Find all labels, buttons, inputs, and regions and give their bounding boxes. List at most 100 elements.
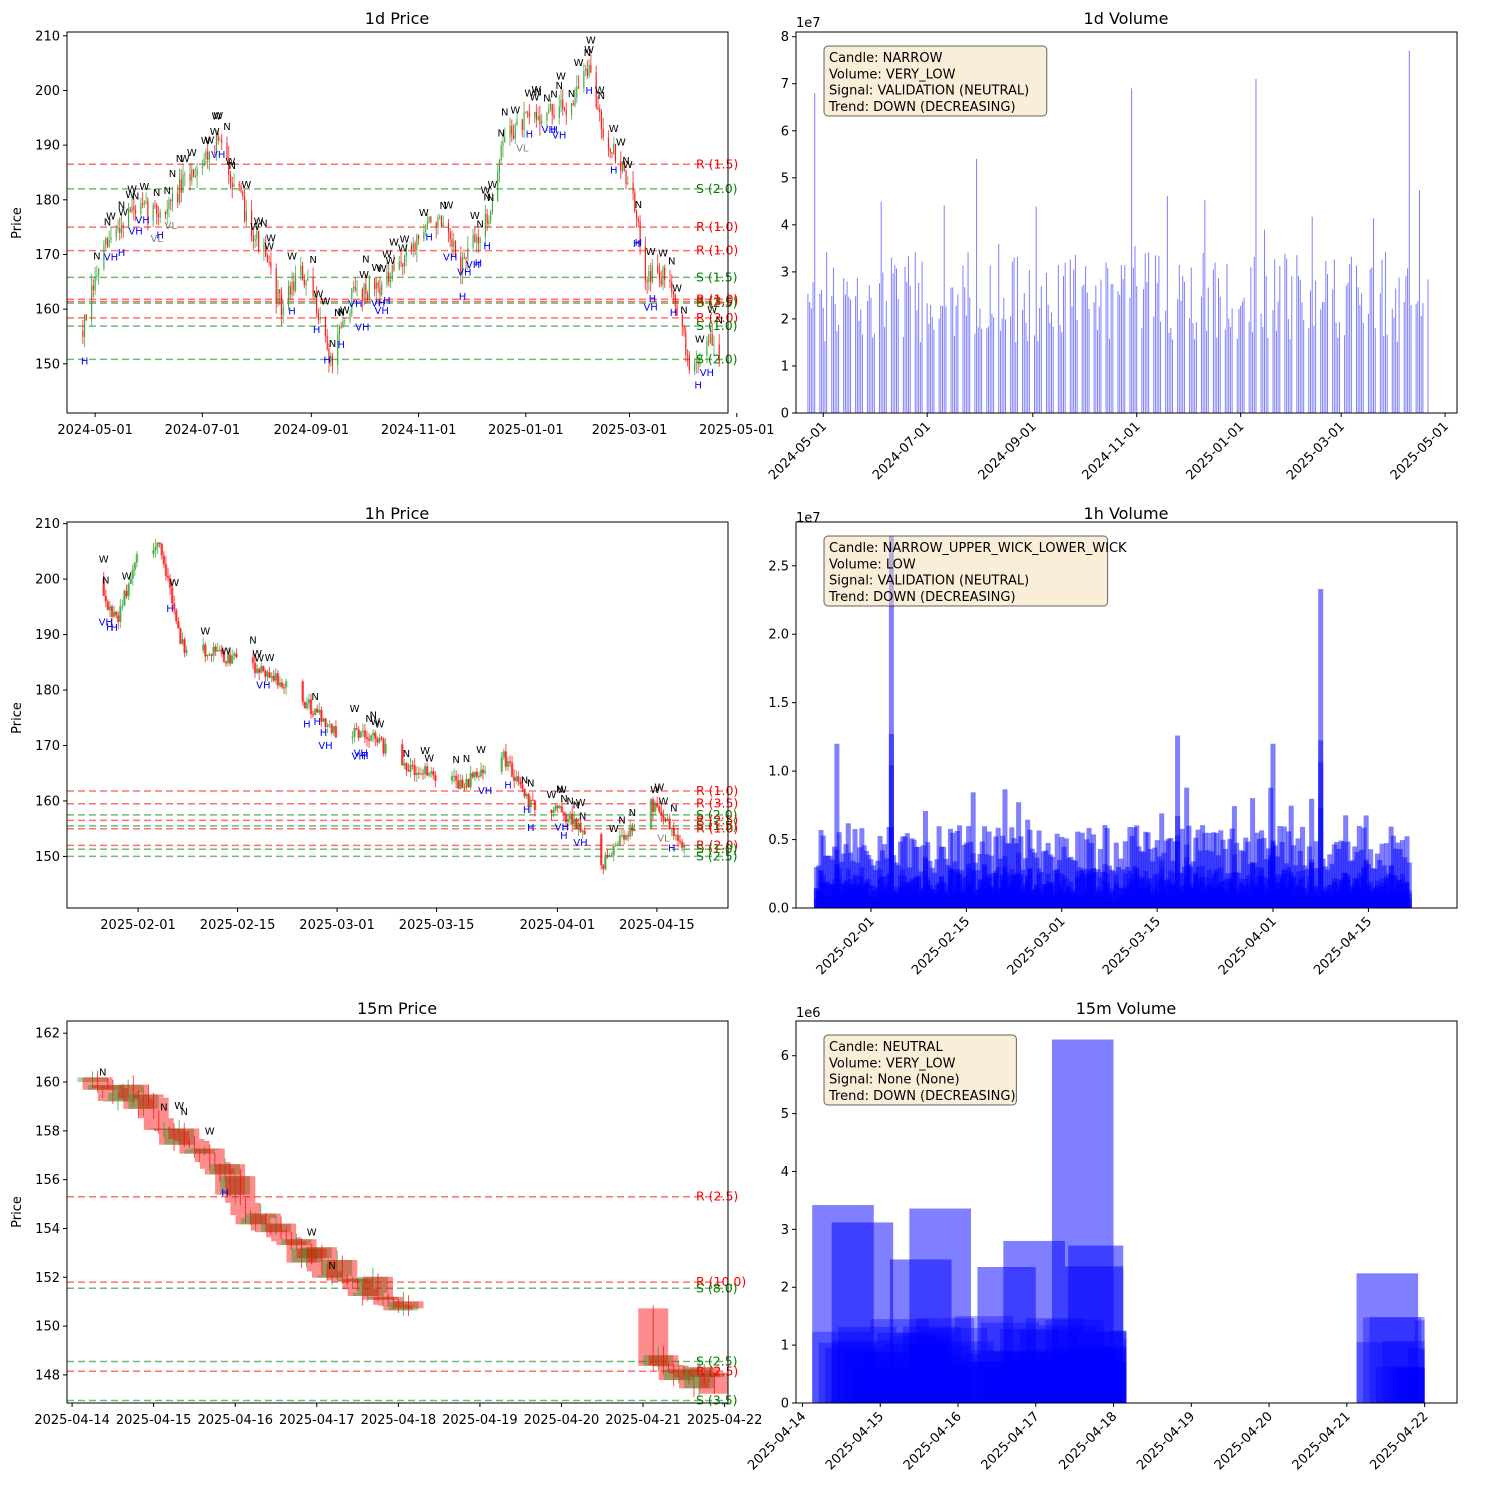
volume-bar bbox=[1032, 1349, 1091, 1403]
candle-body bbox=[177, 621, 180, 629]
volume-bar bbox=[857, 1351, 916, 1403]
candle-body bbox=[268, 261, 270, 263]
candle-body bbox=[369, 735, 373, 741]
info-line: Volume: LOW bbox=[829, 557, 916, 572]
wide-marker: W bbox=[350, 704, 360, 715]
volume-bar bbox=[1219, 296, 1221, 413]
volume-bar bbox=[1069, 259, 1071, 413]
volume-bar bbox=[1097, 330, 1099, 413]
volume-bar bbox=[1224, 329, 1226, 413]
wide-marker: W bbox=[241, 180, 251, 191]
wide-marker: W bbox=[210, 127, 220, 138]
volume-bar bbox=[818, 1342, 878, 1403]
volume-bar bbox=[950, 287, 952, 413]
candle-body bbox=[463, 257, 465, 259]
volume-marker: H bbox=[475, 259, 483, 270]
volume-bar bbox=[1015, 342, 1017, 413]
candle-body bbox=[577, 86, 580, 89]
candle-body bbox=[240, 1218, 271, 1225]
candle-body bbox=[114, 611, 118, 616]
volume-bar bbox=[1071, 306, 1073, 413]
candle-body bbox=[523, 788, 526, 797]
volume-marker: H bbox=[118, 248, 126, 259]
volume-bar bbox=[1407, 268, 1409, 413]
volume-bar bbox=[914, 252, 916, 413]
candle-body bbox=[108, 606, 112, 611]
candle-body bbox=[154, 205, 156, 207]
volume-bar bbox=[1217, 277, 1219, 413]
candle-body bbox=[177, 193, 179, 203]
candle-body bbox=[317, 1275, 348, 1278]
candle-body bbox=[215, 134, 218, 154]
volume-bar bbox=[945, 306, 947, 413]
candle-body bbox=[477, 237, 479, 244]
candle-body bbox=[416, 235, 418, 251]
wide-marker: N bbox=[635, 200, 642, 211]
candle-body bbox=[194, 176, 196, 178]
volume-marker: VH bbox=[573, 838, 587, 849]
candle-body bbox=[104, 595, 108, 602]
volume-bar bbox=[824, 341, 826, 413]
price-15m-ylabel: Price bbox=[10, 1196, 25, 1228]
candle-body bbox=[307, 277, 309, 281]
x-tick-label: 2025-04-15 bbox=[619, 918, 695, 933]
candle-body bbox=[279, 289, 281, 294]
y-tick-label: 5 bbox=[781, 1107, 789, 1122]
volume-bar bbox=[1212, 269, 1214, 413]
wide-marker: N bbox=[573, 800, 580, 811]
volume-marker: VH bbox=[374, 306, 388, 317]
volume-bar bbox=[1408, 1348, 1425, 1403]
volume-bar bbox=[993, 317, 995, 413]
volume-marker: H bbox=[383, 296, 391, 307]
candle-body bbox=[461, 257, 464, 274]
y-tick-label: 2.5 bbox=[768, 559, 789, 574]
candle-body bbox=[635, 211, 638, 220]
y-tick-label: 150 bbox=[35, 850, 60, 865]
volume-bar bbox=[964, 287, 966, 413]
candle-body bbox=[611, 152, 613, 154]
volume-bar bbox=[836, 331, 838, 413]
x-tick-label: 2025-04-21 bbox=[605, 1413, 681, 1428]
volume-bar bbox=[1274, 259, 1276, 413]
volume-bar bbox=[1356, 1273, 1419, 1403]
candle-body bbox=[324, 317, 327, 336]
x-tick-label: 2025-04-14 bbox=[34, 1413, 110, 1428]
volume-bar bbox=[1189, 318, 1191, 413]
level-label: S (2.5) bbox=[696, 1354, 738, 1369]
candle-body bbox=[510, 762, 514, 778]
candle-body bbox=[127, 583, 130, 597]
volume-bar bbox=[1406, 893, 1412, 908]
candle-body bbox=[595, 72, 597, 108]
volume-bar bbox=[919, 342, 921, 413]
volume-bar bbox=[1296, 255, 1298, 413]
wide-marker: W bbox=[586, 36, 596, 47]
candle-body bbox=[425, 766, 429, 776]
candle-body bbox=[196, 168, 198, 177]
volume-bar bbox=[1286, 258, 1288, 413]
candle-body bbox=[228, 157, 230, 175]
wide-marker: W bbox=[254, 216, 264, 227]
candle-body bbox=[301, 265, 304, 280]
volume-bar bbox=[970, 792, 976, 908]
wide-marker: W bbox=[420, 746, 430, 757]
volume-marker: VH bbox=[128, 227, 142, 238]
volume-marker: H bbox=[425, 232, 433, 243]
volume-bar bbox=[1367, 313, 1369, 413]
volume-bar bbox=[834, 743, 840, 908]
candle-body bbox=[658, 806, 661, 812]
candle-body bbox=[683, 326, 685, 332]
wide-marker: N bbox=[260, 219, 267, 230]
wide-marker: N bbox=[501, 108, 508, 119]
candle-body bbox=[166, 208, 168, 215]
volume-bar bbox=[1084, 1332, 1127, 1403]
y-tick-label: 190 bbox=[35, 139, 60, 154]
candle-body bbox=[363, 730, 367, 738]
volume-bar bbox=[1131, 88, 1133, 413]
volume-bar bbox=[825, 1347, 884, 1403]
volume-bar bbox=[814, 93, 816, 413]
wide-marker: W bbox=[359, 270, 369, 281]
level-label: S (2.0) bbox=[696, 351, 738, 366]
volume-bar bbox=[1047, 304, 1049, 413]
candle-body bbox=[439, 216, 441, 218]
candle-body bbox=[685, 331, 687, 355]
